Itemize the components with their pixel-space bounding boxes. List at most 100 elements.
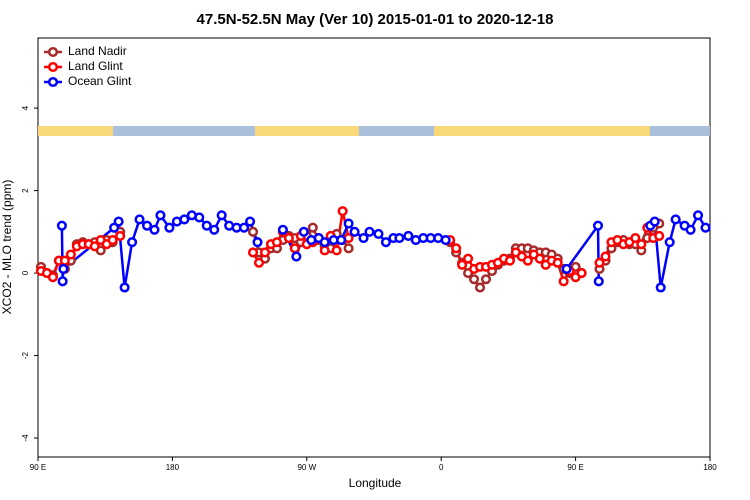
data-point [670,214,681,225]
y-tick-label: -2 [21,351,30,359]
data-point [201,220,212,231]
data-point [561,263,572,274]
data-point [253,257,265,268]
data-point [534,253,545,264]
data-point [469,274,480,285]
data-point [403,230,414,242]
data-point [685,224,696,235]
y-axis-label: XCO2 - MLO trend (ppm) [0,180,14,315]
x-tick-label: 90 W [297,463,316,472]
data-point [552,257,563,268]
data-point [247,247,259,258]
legend-label: Land Nadir [68,44,127,58]
data-point [277,224,288,235]
data-point [630,232,641,244]
data-point [592,220,604,231]
data-point [380,237,391,248]
data-point [319,245,330,256]
data-point [593,276,604,287]
legend-label: Land Glint [68,59,123,73]
data-point [331,245,342,256]
data-point [504,255,515,266]
x-tick-label: 180 [166,463,180,472]
data-point [259,247,271,258]
data-point [636,239,647,250]
x-axis-label: Longitude [349,476,402,490]
ocean [113,126,255,136]
data-point [107,235,118,246]
chart-title: 47.5N-52.5N May (Ver 10) 2015-01-01 to 2… [197,11,554,28]
data-point [149,224,160,235]
data-point [655,282,666,293]
y-tick-label: 0 [21,270,30,275]
data-point [194,212,205,223]
data-point [56,220,67,231]
data-point [693,210,704,221]
data-point [319,237,330,248]
data-point [480,274,492,285]
legend-marker [47,46,59,58]
data-point [451,243,462,254]
y-tick-label: 2 [21,188,30,193]
data-point [113,216,124,227]
data-point [58,263,69,274]
data-point [216,210,227,221]
data-point [65,249,76,260]
data-point [664,237,675,248]
data-point [134,214,145,225]
x-tick-label: 90 E [30,463,46,472]
ocean [359,126,434,136]
data-point [558,276,569,287]
data-point [337,206,348,217]
data-point [47,272,58,283]
data-point [440,235,451,246]
data-point [463,253,474,264]
data-point [600,251,611,262]
legend-label: Ocean Glint [68,74,132,88]
land [38,126,113,136]
data-point [141,220,153,231]
plot-frame [37,37,711,458]
ocean [650,126,710,136]
data-point [245,216,256,227]
land [255,126,359,136]
data-point [522,255,533,266]
data-point [247,226,259,237]
data-point [164,222,175,233]
data-point [57,276,68,287]
data-point [252,237,263,248]
y-tick-label: -4 [21,434,30,442]
land [434,126,650,136]
x-tick-label: 180 [703,463,717,472]
data-point [474,282,486,293]
y-tick-label: 4 [21,105,30,110]
data-point [115,230,126,242]
data-point [307,222,318,233]
legend-marker [47,61,59,73]
legend-marker [47,76,59,88]
data-point [373,228,384,239]
data-point [127,237,138,248]
data-point [594,257,605,268]
data-point [576,268,587,279]
data-point [358,232,369,244]
data-point [291,251,302,262]
data-point [239,222,250,233]
data-point [654,230,665,242]
data-point [119,282,130,293]
data-point [179,214,190,225]
data-point [89,241,100,252]
data-point [283,232,294,244]
data-point [700,222,711,233]
data-point [271,237,282,248]
data-point [336,235,347,246]
data-point [349,226,360,237]
data-point [343,218,354,229]
x-tick-label: 90 E [567,463,583,472]
data-point [209,224,220,235]
data-point [394,232,405,244]
data-point [298,226,309,237]
data-point [364,226,375,237]
data-point [457,259,468,270]
